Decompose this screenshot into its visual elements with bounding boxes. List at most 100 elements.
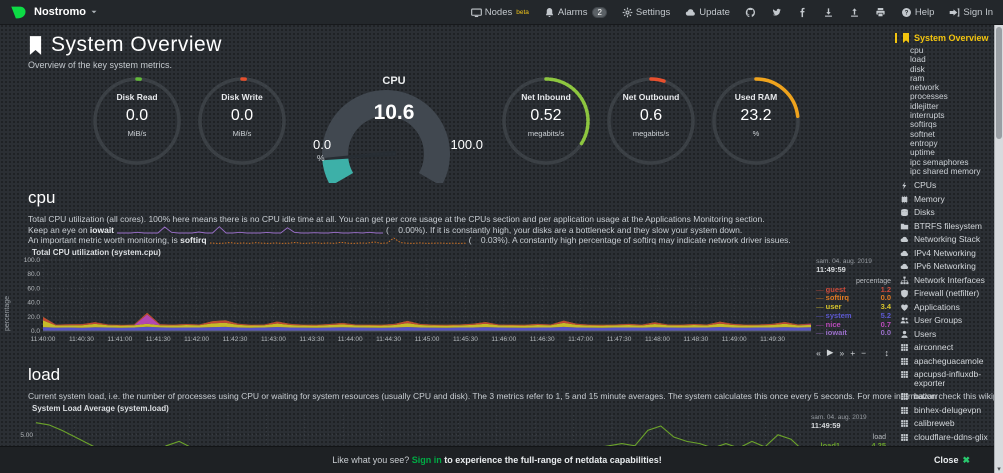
cloud-icon	[686, 8, 696, 16]
zoom-in-icon[interactable]: +	[850, 347, 856, 358]
netdata-logo-icon[interactable]	[10, 4, 27, 21]
signin-button[interactable]: Sign In	[949, 7, 993, 18]
legend-item-softirq[interactable]: — softirq 0.0	[816, 293, 891, 303]
scrollbar-thumb[interactable]	[996, 27, 1002, 139]
sidebar-item-airconnect[interactable]: airconnect	[900, 343, 992, 352]
pan-backward-icon[interactable]: «	[816, 347, 821, 358]
sidebar-item-ipv4-networking[interactable]: IPv4 Networking	[900, 248, 992, 258]
svg-text:11:46:30: 11:46:30	[530, 336, 555, 343]
sidebar-subitem-ram[interactable]: ram	[910, 72, 925, 83]
cpu-chart-plot[interactable]: 100.0 80.0 60.0 40.0 20.0 0.011:40:00 11:40:30…	[11, 257, 813, 345]
svg-text:11:41:30: 11:41:30	[146, 336, 171, 343]
cpu-gauge[interactable]: CPU 10.6 0.0 100.0 %	[301, 75, 487, 186]
page-subtitle: Overview of the key system metrics.	[28, 60, 173, 70]
sidebar-subitem-ipc-semaphores[interactable]: ipc semaphores	[910, 156, 969, 167]
svg-text:11:40:00: 11:40:00	[31, 336, 56, 343]
footer-signin-link[interactable]: Sign in	[411, 455, 442, 465]
sidebar-item-cloudflare-ddns-glix[interactable]: cloudflare-ddns-glix	[900, 432, 992, 442]
play-icon[interactable]: ▶	[826, 347, 834, 358]
close-button[interactable]: Close ✖	[933, 454, 970, 466]
sidebar-item-calibreweb[interactable]: calibreweb	[900, 419, 992, 428]
sidebar-item-ipv6-networking[interactable]: IPv6 Networking	[900, 262, 992, 271]
scrollbar[interactable]: ▾	[994, 25, 1003, 473]
svg-text:11:44:00: 11:44:00	[338, 336, 363, 343]
sidebar-item-apcupsd-influxdb-exporter[interactable]: apcupsd-influxdb-exporter	[900, 370, 992, 388]
sidebar-item-users[interactable]: Users	[900, 329, 992, 339]
gauge-net-inbound[interactable]: Net Inbound 0.52 megabits/s	[500, 75, 592, 167]
svg-text:11:48:00: 11:48:00	[645, 336, 670, 343]
grid-icon	[901, 357, 908, 365]
cpu-gauge-min: 0.0	[313, 137, 332, 152]
github-button[interactable]	[745, 7, 756, 18]
legend-item-load1[interactable]: —load14.25	[811, 441, 888, 451]
sidebar-item-memory[interactable]: Memory	[900, 194, 992, 204]
legend-item-user[interactable]: — user 3.4	[816, 302, 891, 312]
grid-icon	[901, 433, 908, 441]
gauge-disk-write[interactable]: Disk Write 0.0 MiB/s	[196, 75, 288, 167]
gauge-unit: MiB/s	[232, 129, 252, 138]
sidebar-item-applications[interactable]: Applications	[900, 302, 992, 312]
alarms-button[interactable]: Alarms 2	[544, 6, 607, 18]
user-icon	[901, 330, 908, 338]
export-button[interactable]	[849, 7, 860, 18]
sidebar-item-btrfs-filesystem[interactable]: BTRFS filesystem	[900, 221, 992, 231]
sidebar-subitem-idlejitter[interactable]: idlejitter	[910, 100, 939, 111]
sidebar-subitem-ipc-shared-memory[interactable]: ipc shared memory	[910, 165, 981, 176]
cpu-description-line3: An important metric worth monitoring, is…	[28, 235, 791, 245]
sidebar-item-firewall-netfilter[interactable]: Firewall (netfilter)	[900, 289, 992, 298]
help-button[interactable]: ? Help	[901, 7, 934, 18]
cpu-chart[interactable]: Total CPU utilization (system.cpu) perce…	[4, 248, 893, 359]
sidebar-item-bazarr[interactable]: bazarr	[900, 392, 992, 401]
hostname-menu[interactable]: Nostromo	[34, 6, 98, 18]
legend-item-nice[interactable]: — nice 0.7	[816, 319, 891, 329]
wikipedia-link[interactable]: this wikipedia article	[963, 391, 1003, 402]
gauge-used-ram[interactable]: Used RAM 23.2%	[710, 75, 802, 167]
twitter-button[interactable]	[771, 7, 782, 18]
sidebar-subitem-load[interactable]: load	[910, 54, 926, 65]
sidebar-item-cpus[interactable]: CPUs	[900, 181, 992, 190]
scrollbar-down-arrow[interactable]: ▾	[997, 466, 1001, 473]
settings-button[interactable]: Settings	[622, 7, 670, 18]
gauge-net-outbound[interactable]: Net Outbound 0.6 megabits/s	[605, 75, 697, 167]
legend-item-system[interactable]: — system 5.2	[816, 310, 891, 320]
facebook-button[interactable]	[797, 7, 808, 18]
bookmark-icon	[29, 35, 42, 55]
sidebar-subitem-network[interactable]: network	[910, 82, 940, 93]
sidebar-subitem-interrupts[interactable]: interrupts	[910, 110, 945, 121]
pan-forward-icon[interactable]: »	[839, 347, 845, 358]
zoom-out-icon[interactable]: −	[861, 347, 867, 358]
sidebar-item-networking-stack[interactable]: Networking Stack	[900, 235, 992, 244]
legend-item-iowait[interactable]: — iowait 0.0	[816, 328, 891, 338]
sidebar-item-system-overview[interactable]: System Overview	[895, 33, 992, 43]
sidebar-item-disks[interactable]: Disks	[900, 208, 992, 217]
sidebar-item-network-interfaces[interactable]: Network Interfaces	[900, 275, 992, 285]
print-button[interactable]	[875, 7, 886, 18]
gauges-row: Disk Read 0.0 MiB/s Disk Write 0.0 MiB/s CPU …	[0, 75, 893, 186]
sidebar-subitem-disk[interactable]: disk	[910, 63, 925, 74]
sidebar-subitem-processes[interactable]: processes	[910, 91, 948, 102]
load-chart-title: System Load Average (system.load)	[32, 403, 169, 413]
legend-date: sam. 04. aug. 2019	[816, 257, 872, 265]
sidebar-subitem-softnet[interactable]: softnet	[910, 128, 935, 139]
sidebar-item-binhex-delugevpn[interactable]: binhex-delugevpn	[900, 405, 992, 415]
gauge-disk-read[interactable]: Disk Read 0.0 MiB/s	[91, 75, 183, 167]
sidebar-subitem-uptime[interactable]: uptime	[910, 147, 935, 158]
shield-icon	[901, 289, 908, 298]
cpu-section: cpu Total CPU utilization (all cores). 1…	[0, 188, 893, 358]
svg-text:20.0: 20.0	[27, 313, 40, 320]
nodes-button[interactable]: Nodes beta	[470, 7, 529, 18]
resize-handle-icon[interactable]: ↕	[884, 347, 890, 358]
legend-date: sam. 04. aug. 2019	[811, 413, 867, 421]
sidebar-item-user-groups[interactable]: User Groups	[900, 316, 992, 325]
legend-item-guest[interactable]: — guest 1.2	[816, 284, 891, 294]
update-button[interactable]: Update	[685, 7, 730, 18]
gauge-value: 23.2	[740, 107, 772, 124]
grid-icon	[901, 420, 908, 428]
import-button[interactable]	[823, 7, 834, 18]
sidebar-item-apacheguacamole[interactable]: apacheguacamole	[900, 356, 992, 366]
top-navbar: Nostromo Nodes beta Alarms 2 Settings Upda…	[0, 0, 1003, 25]
legend-time: 11:49:59	[816, 264, 846, 274]
sidebar-subitem-entropy[interactable]: entropy	[910, 137, 938, 148]
sidebar-subitem-cpu[interactable]: cpu	[910, 45, 924, 55]
sidebar-subitem-softirqs[interactable]: softirqs	[910, 119, 937, 130]
